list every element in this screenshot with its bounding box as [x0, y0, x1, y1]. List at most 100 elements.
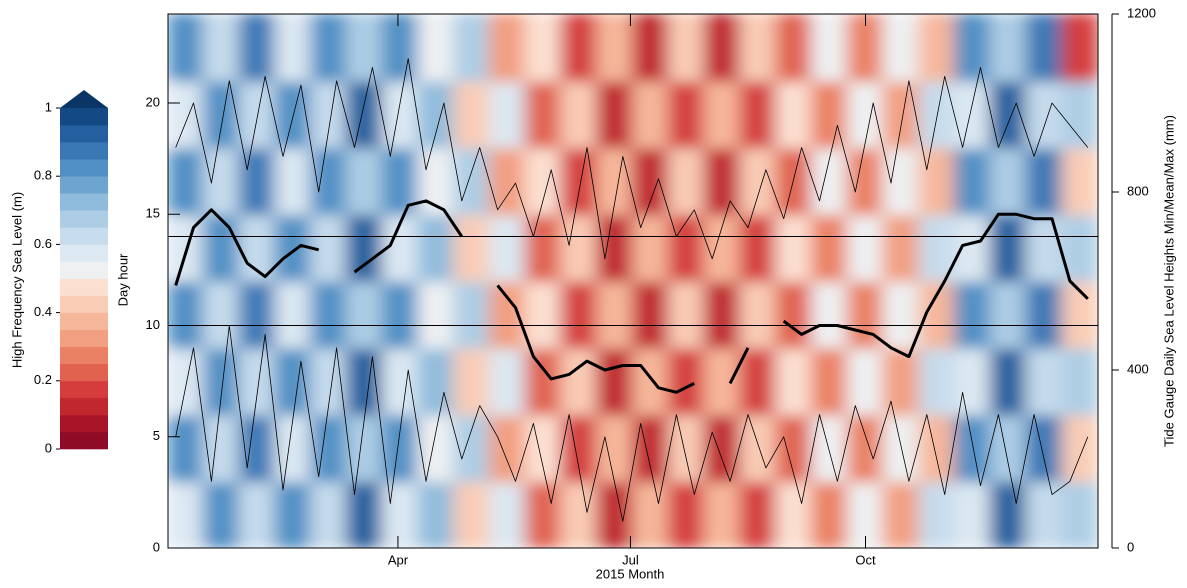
heatmap-cell: [488, 213, 527, 282]
heatmap-cell: [238, 346, 277, 416]
heatmap-cell: [918, 413, 956, 483]
heatmap-cell: [310, 213, 348, 282]
heatmap-cell: [703, 280, 742, 349]
heatmap-cell: [488, 79, 527, 149]
heatmap-cell: [703, 146, 742, 216]
heatmap-cell: [417, 79, 456, 149]
y2-tick-label: 0: [1127, 539, 1134, 554]
heatmap-cell: [703, 346, 742, 416]
heatmap-cell: [596, 79, 634, 149]
heatmap-cell: [632, 346, 670, 416]
heatmap-cell: [632, 280, 670, 349]
heatmap-cell: [882, 480, 921, 548]
heatmap-cell: [560, 146, 599, 216]
heatmap-cell: [202, 280, 241, 349]
heatmap-cell: [1061, 480, 1098, 548]
heatmap-cell: [381, 346, 420, 416]
colorbar-tick-label: 0.2: [34, 372, 52, 387]
heatmap-cell: [524, 346, 563, 416]
heatmap-cell: [560, 280, 599, 349]
heatmap-cell: [846, 213, 885, 282]
heatmap-cell: [775, 146, 813, 216]
heatmap-cell: [810, 79, 849, 149]
colorbar-tick-label: 0.8: [34, 168, 52, 183]
colorbar-tick-label: 0.4: [34, 304, 52, 319]
heatmap-cell: [524, 14, 563, 82]
heatmap-cell: [775, 213, 813, 282]
heatmap-cell: [953, 14, 992, 82]
heatmap-cell: [274, 14, 313, 82]
heatmap-cell: [202, 346, 241, 416]
heatmap-cell: [1025, 146, 1064, 216]
heatmap-cell: [345, 413, 384, 483]
heatmap-cell: [1061, 14, 1098, 82]
heatmap-cell: [810, 413, 849, 483]
heatmap-cell: [703, 14, 742, 82]
heatmap-cell: [238, 280, 277, 349]
heatmap-cell: [953, 280, 992, 349]
colorbar-segment: [60, 124, 108, 143]
heatmap-cell: [345, 213, 384, 282]
heatmap-cell: [168, 480, 205, 548]
heatmap-cell: [918, 346, 956, 416]
heatmap-cell: [238, 413, 277, 483]
colorbar-segment: [60, 346, 108, 365]
heatmap-cell: [274, 346, 313, 416]
heatmap-cell: [310, 413, 348, 483]
heatmap-cell: [168, 346, 205, 416]
heatmap-cell: [989, 146, 1028, 216]
heatmap-cell: [417, 413, 456, 483]
heatmap-cell: [953, 346, 992, 416]
colorbar-segment: [60, 227, 108, 245]
heatmap-cell: [882, 280, 921, 349]
heatmap-cell: [810, 480, 849, 548]
heatmap-cell: [168, 280, 205, 349]
heatmap-cell: [632, 14, 670, 82]
heatmap-cell: [202, 79, 241, 149]
series-line: [175, 58, 1089, 260]
colorbar-segment: [60, 278, 108, 296]
overlay: [168, 58, 1098, 522]
heatmap-cell: [775, 413, 813, 483]
colorbar-segment: [60, 329, 108, 347]
heatmap-cell: [1025, 14, 1064, 82]
heatmap-cell: [524, 79, 563, 149]
heatmap-cell: [417, 346, 456, 416]
heatmap-cell: [560, 213, 599, 282]
heatmap-cell: [667, 79, 706, 149]
heatmap-cell: [667, 413, 706, 483]
heatmap-cell: [953, 480, 992, 548]
heatmap-cell: [560, 346, 599, 416]
heatmap-cell: [667, 480, 706, 548]
heatmap-cell: [345, 146, 384, 216]
heatmap-cell: [560, 14, 599, 82]
y-tick-label: 5: [153, 428, 160, 443]
heatmap-cell: [381, 413, 420, 483]
heatmap-cell: [739, 346, 778, 416]
heatmap-cell: [596, 213, 634, 282]
heatmap-cell: [417, 480, 456, 548]
heatmap-cell: [488, 413, 527, 483]
heatmap-cell: [1061, 346, 1098, 416]
heatmap-cell: [739, 146, 778, 216]
heatmap-cell: [739, 413, 778, 483]
heatmap-cell: [524, 213, 563, 282]
heatmap-cell: [667, 346, 706, 416]
heatmap-cell: [238, 14, 277, 82]
heatmap-cell: [274, 280, 313, 349]
colorbar-segment: [60, 397, 108, 416]
heatmap-cell: [560, 79, 599, 149]
heatmap-cell: [310, 14, 348, 82]
heatmap-cell: [918, 280, 956, 349]
heatmap-cell: [775, 346, 813, 416]
heatmap-cell: [846, 413, 885, 483]
series-line: [174, 199, 1089, 394]
heatmap-cell: [1061, 146, 1098, 216]
heatmap-cell: [453, 79, 491, 149]
heatmap-cell: [703, 480, 742, 548]
heatmap-cell: [381, 79, 420, 149]
heatmap-cell: [417, 213, 456, 282]
heatmap-cell: [703, 213, 742, 282]
heatmap-cell: [632, 213, 670, 282]
heatmap-cell: [667, 280, 706, 349]
